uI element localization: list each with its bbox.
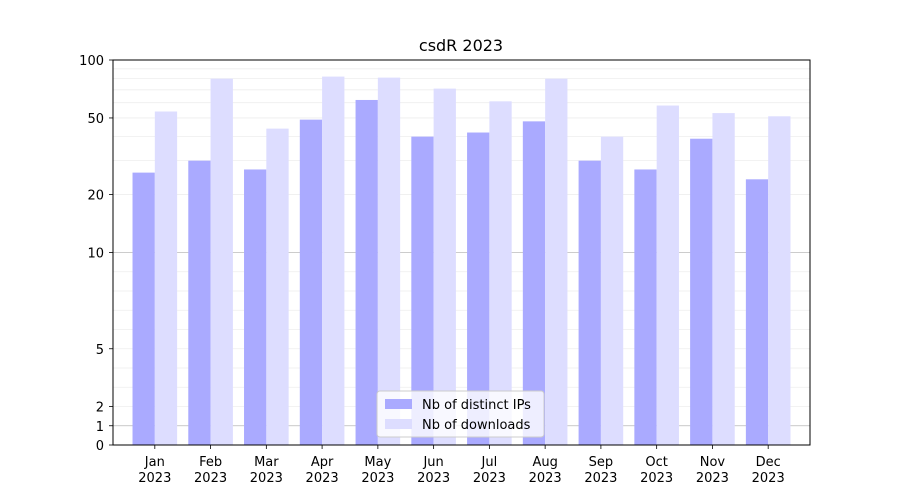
x-tick-label-month: Nov bbox=[700, 455, 726, 470]
x-tick-label-year: 2023 bbox=[529, 471, 562, 486]
legend-swatch bbox=[385, 399, 412, 409]
x-tick-label-month: Jan bbox=[144, 455, 165, 470]
bar-downloads-sep bbox=[600, 136, 624, 445]
plot-frame bbox=[112, 59, 811, 446]
y-tick-label: 1 bbox=[96, 420, 104, 435]
x-tick-label-year: 2023 bbox=[696, 471, 729, 486]
bar-downloads-feb bbox=[210, 78, 233, 445]
legend-label: Nb of downloads bbox=[422, 418, 531, 433]
y-tick-label: 0 bbox=[96, 439, 104, 454]
bar-ips-oct bbox=[634, 169, 657, 446]
x-tick-label-year: 2023 bbox=[417, 471, 450, 486]
bar-ips-jan bbox=[132, 172, 155, 446]
y-tick-label: 20 bbox=[87, 189, 104, 204]
axes: Jan2023Feb2023Mar2023Apr2023May2023Jun20… bbox=[79, 54, 811, 486]
x-tick-label-year: 2023 bbox=[361, 471, 394, 486]
bar-downloads-aug bbox=[545, 78, 568, 445]
bar-ips-apr bbox=[299, 119, 323, 445]
bar-ips-may bbox=[355, 99, 378, 445]
bar-ips-sep bbox=[578, 160, 601, 445]
x-tick-label-year: 2023 bbox=[138, 471, 171, 486]
x-tick-label-year: 2023 bbox=[306, 471, 339, 486]
x-tick-label-month: Feb bbox=[199, 455, 222, 470]
x-tick-label-year: 2023 bbox=[752, 471, 785, 486]
y-tick-label: 10 bbox=[87, 247, 104, 262]
chart-title: csdR 2023 bbox=[419, 36, 503, 55]
y-tick-label: 100 bbox=[79, 54, 104, 69]
bar-downloads-jul bbox=[489, 101, 512, 445]
y-tick-label: 5 bbox=[96, 343, 104, 358]
x-tick-label-month: Apr bbox=[311, 455, 334, 470]
x-tick-label-month: Jun bbox=[422, 455, 443, 470]
x-tick-label-year: 2023 bbox=[640, 471, 673, 486]
x-tick-label-month: Oct bbox=[645, 455, 667, 470]
bar-ips-nov bbox=[690, 138, 713, 445]
x-tick-label-year: 2023 bbox=[584, 471, 617, 486]
x-tick-label-month: Jul bbox=[481, 455, 498, 470]
bar-ips-dec bbox=[745, 179, 769, 446]
x-tick-label-month: Dec bbox=[756, 455, 781, 470]
y-tick-label: 50 bbox=[87, 112, 104, 127]
legend-box bbox=[376, 390, 545, 438]
bars bbox=[132, 76, 791, 446]
bar-ips-aug bbox=[522, 121, 546, 446]
x-tick-label-month: Mar bbox=[254, 455, 279, 470]
bar-downloads-jun bbox=[433, 88, 456, 446]
bar-downloads-may bbox=[377, 77, 401, 445]
legend-swatch bbox=[385, 419, 412, 429]
x-tick-label-month: Sep bbox=[589, 455, 614, 470]
x-tick-label-month: Aug bbox=[532, 455, 557, 470]
legend-label: Nb of distinct IPs bbox=[422, 398, 531, 413]
bar-ips-jul bbox=[467, 132, 490, 445]
legend: Nb of distinct IPs Nb of downloads bbox=[376, 390, 545, 438]
bar-ips-jun bbox=[411, 136, 434, 445]
bar-ips-mar bbox=[244, 169, 267, 446]
y-tick-label: 2 bbox=[96, 401, 104, 416]
x-tick-label-year: 2023 bbox=[473, 471, 506, 486]
bar-downloads-jan bbox=[154, 111, 178, 446]
x-tick-label-year: 2023 bbox=[250, 471, 283, 486]
bar-downloads-mar bbox=[266, 128, 289, 445]
x-tick-label-year: 2023 bbox=[194, 471, 227, 486]
x-tick-label-month: May bbox=[364, 455, 391, 470]
bar-ips-feb bbox=[188, 160, 211, 445]
bar-downloads-oct bbox=[656, 105, 679, 446]
bar-downloads-nov bbox=[712, 113, 735, 445]
bar-downloads-apr bbox=[322, 76, 345, 446]
bar-downloads-dec bbox=[768, 116, 791, 446]
